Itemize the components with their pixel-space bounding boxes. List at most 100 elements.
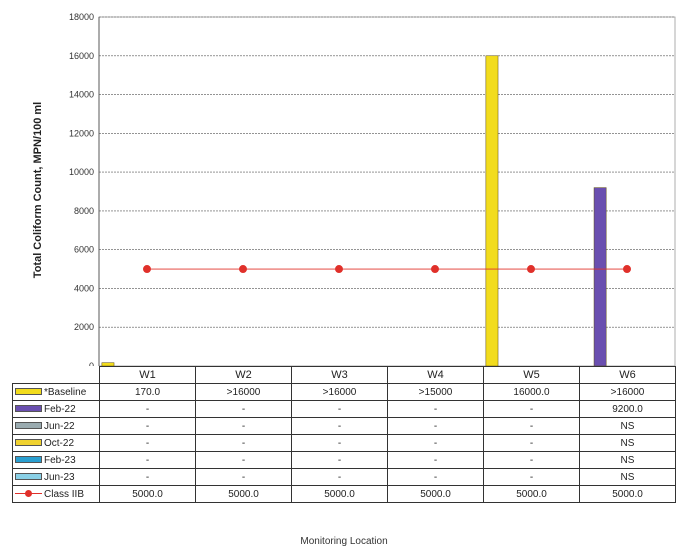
data-label: - [291, 468, 388, 486]
data-label: - [291, 417, 388, 435]
legend-swatch [15, 456, 42, 464]
data-table: W1 W2 W3 W4 W5 W6 *Baseline 170.0 >16000 >16000 >… [12, 366, 676, 503]
table-row: *Baseline 170.0 >16000 >16000 >15000 16000.0 >… [12, 383, 676, 401]
data-label: - [195, 417, 292, 435]
data-label: 5000.0 [387, 485, 484, 503]
legend-label: Class IIB [44, 488, 85, 500]
legend-cell: Feb-23 [12, 451, 100, 469]
chart-plot: 0 2000 4000 6000 8000 10000 12000 14000 16000 180… [32, 12, 676, 366]
data-label: - [291, 400, 388, 418]
legend-label: *Baseline [44, 386, 87, 398]
category-label: W2 [195, 366, 292, 384]
class-iib-point-w6 [623, 265, 631, 274]
y-tick-label: 10000 [69, 167, 94, 177]
category-label: W3 [291, 366, 388, 384]
data-label: 9200.0 [579, 400, 676, 418]
data-label: - [387, 400, 484, 418]
y-tick-label: 12000 [69, 128, 94, 138]
data-label: 170.0 [99, 383, 196, 401]
y-tick-label: 18000 [69, 12, 94, 22]
data-label: NS [579, 434, 676, 452]
legend-swatch [15, 388, 42, 396]
data-label: - [387, 417, 484, 435]
legend-label: Feb-22 [44, 403, 76, 415]
data-label: - [195, 434, 292, 452]
data-label: 5000.0 [483, 485, 580, 503]
legend-label: Jun-23 [44, 471, 75, 483]
data-label: 5000.0 [99, 485, 196, 503]
data-label: - [99, 451, 196, 469]
data-label: - [195, 468, 292, 486]
legend-swatch [15, 473, 42, 481]
data-label: NS [579, 468, 676, 486]
data-label: >16000 [195, 383, 292, 401]
class-iib-point-w5 [527, 265, 535, 274]
data-label: >16000 [579, 383, 676, 401]
data-label: - [387, 451, 484, 469]
legend-swatch [15, 405, 42, 413]
data-label: - [483, 468, 580, 486]
data-label: - [99, 434, 196, 452]
table-corner [13, 367, 100, 384]
data-label: >15000 [387, 383, 484, 401]
bar-feb-22-w6 [593, 187, 607, 366]
bars [101, 55, 607, 366]
data-label: - [99, 400, 196, 418]
category-label: W6 [579, 366, 676, 384]
data-label: - [483, 434, 580, 452]
category-row: W1 W2 W3 W4 W5 W6 [13, 366, 676, 384]
class-iib-point-w2 [239, 265, 247, 274]
category-label: W5 [483, 366, 580, 384]
data-label: - [99, 468, 196, 486]
category-label: W1 [99, 366, 196, 384]
table-row: Class IIB 5000.0 5000.0 5000.0 5000.0 5000.0 5… [12, 485, 676, 503]
class-iib-point-w4 [431, 265, 439, 274]
data-label: 5000.0 [195, 485, 292, 503]
y-tick-label: 4000 [74, 283, 94, 293]
table-row: Oct-22- - - - - NS [12, 434, 676, 452]
data-label: - [195, 451, 292, 469]
class-iib-point-w1 [143, 265, 151, 274]
data-label: - [387, 434, 484, 452]
legend-swatch [15, 489, 42, 498]
table-row: Jun-23- - - - - NS [12, 468, 676, 486]
table-row: Jun-22- - - - - NS [12, 417, 676, 435]
data-label: - [483, 400, 580, 418]
y-tick-label: 6000 [74, 245, 94, 255]
legend-cell: Feb-22 [12, 400, 100, 418]
data-label: - [387, 468, 484, 486]
y-tick-label: 2000 [74, 322, 94, 332]
table-row: Feb-22- - - - -9200.0 [12, 400, 676, 418]
y-tick-label: 0 [89, 361, 94, 366]
data-label: 5000.0 [579, 485, 676, 503]
data-label: - [483, 451, 580, 469]
legend-cell: Oct-22 [12, 434, 100, 452]
data-label: NS [579, 417, 676, 435]
legend-cell: Jun-23 [12, 468, 100, 486]
y-tick-label: 16000 [69, 51, 94, 61]
table-row: Feb-23- - - - - NS [12, 451, 676, 469]
legend-cell: *Baseline [12, 383, 100, 401]
class-iib-line [143, 265, 631, 274]
legend-cell: Class IIB [12, 485, 100, 503]
legend-label: Oct-22 [44, 437, 75, 449]
data-label: NS [579, 451, 676, 469]
data-label: >16000 [291, 383, 388, 401]
gridlines [98, 16, 676, 366]
y-tick-labels: 0 2000 4000 6000 8000 10000 12000 14000 16000 180… [69, 12, 94, 366]
legend-swatch [15, 422, 42, 430]
data-label: - [99, 417, 196, 435]
category-label: W4 [387, 366, 484, 384]
data-label: - [195, 400, 292, 418]
legend-cell: Jun-22 [12, 417, 100, 435]
bar-baseline-w5 [485, 55, 499, 366]
data-label: 5000.0 [291, 485, 388, 503]
class-iib-point-w3 [335, 265, 343, 274]
x-axis-label: Monitoring Location [300, 536, 388, 547]
data-label: - [483, 417, 580, 435]
y-tick-label: 8000 [74, 206, 94, 216]
data-label: - [291, 451, 388, 469]
data-label: - [291, 434, 388, 452]
y-axis-label: Total Coliform Count, MPN/100 ml [32, 102, 44, 278]
legend-swatch [15, 439, 42, 447]
